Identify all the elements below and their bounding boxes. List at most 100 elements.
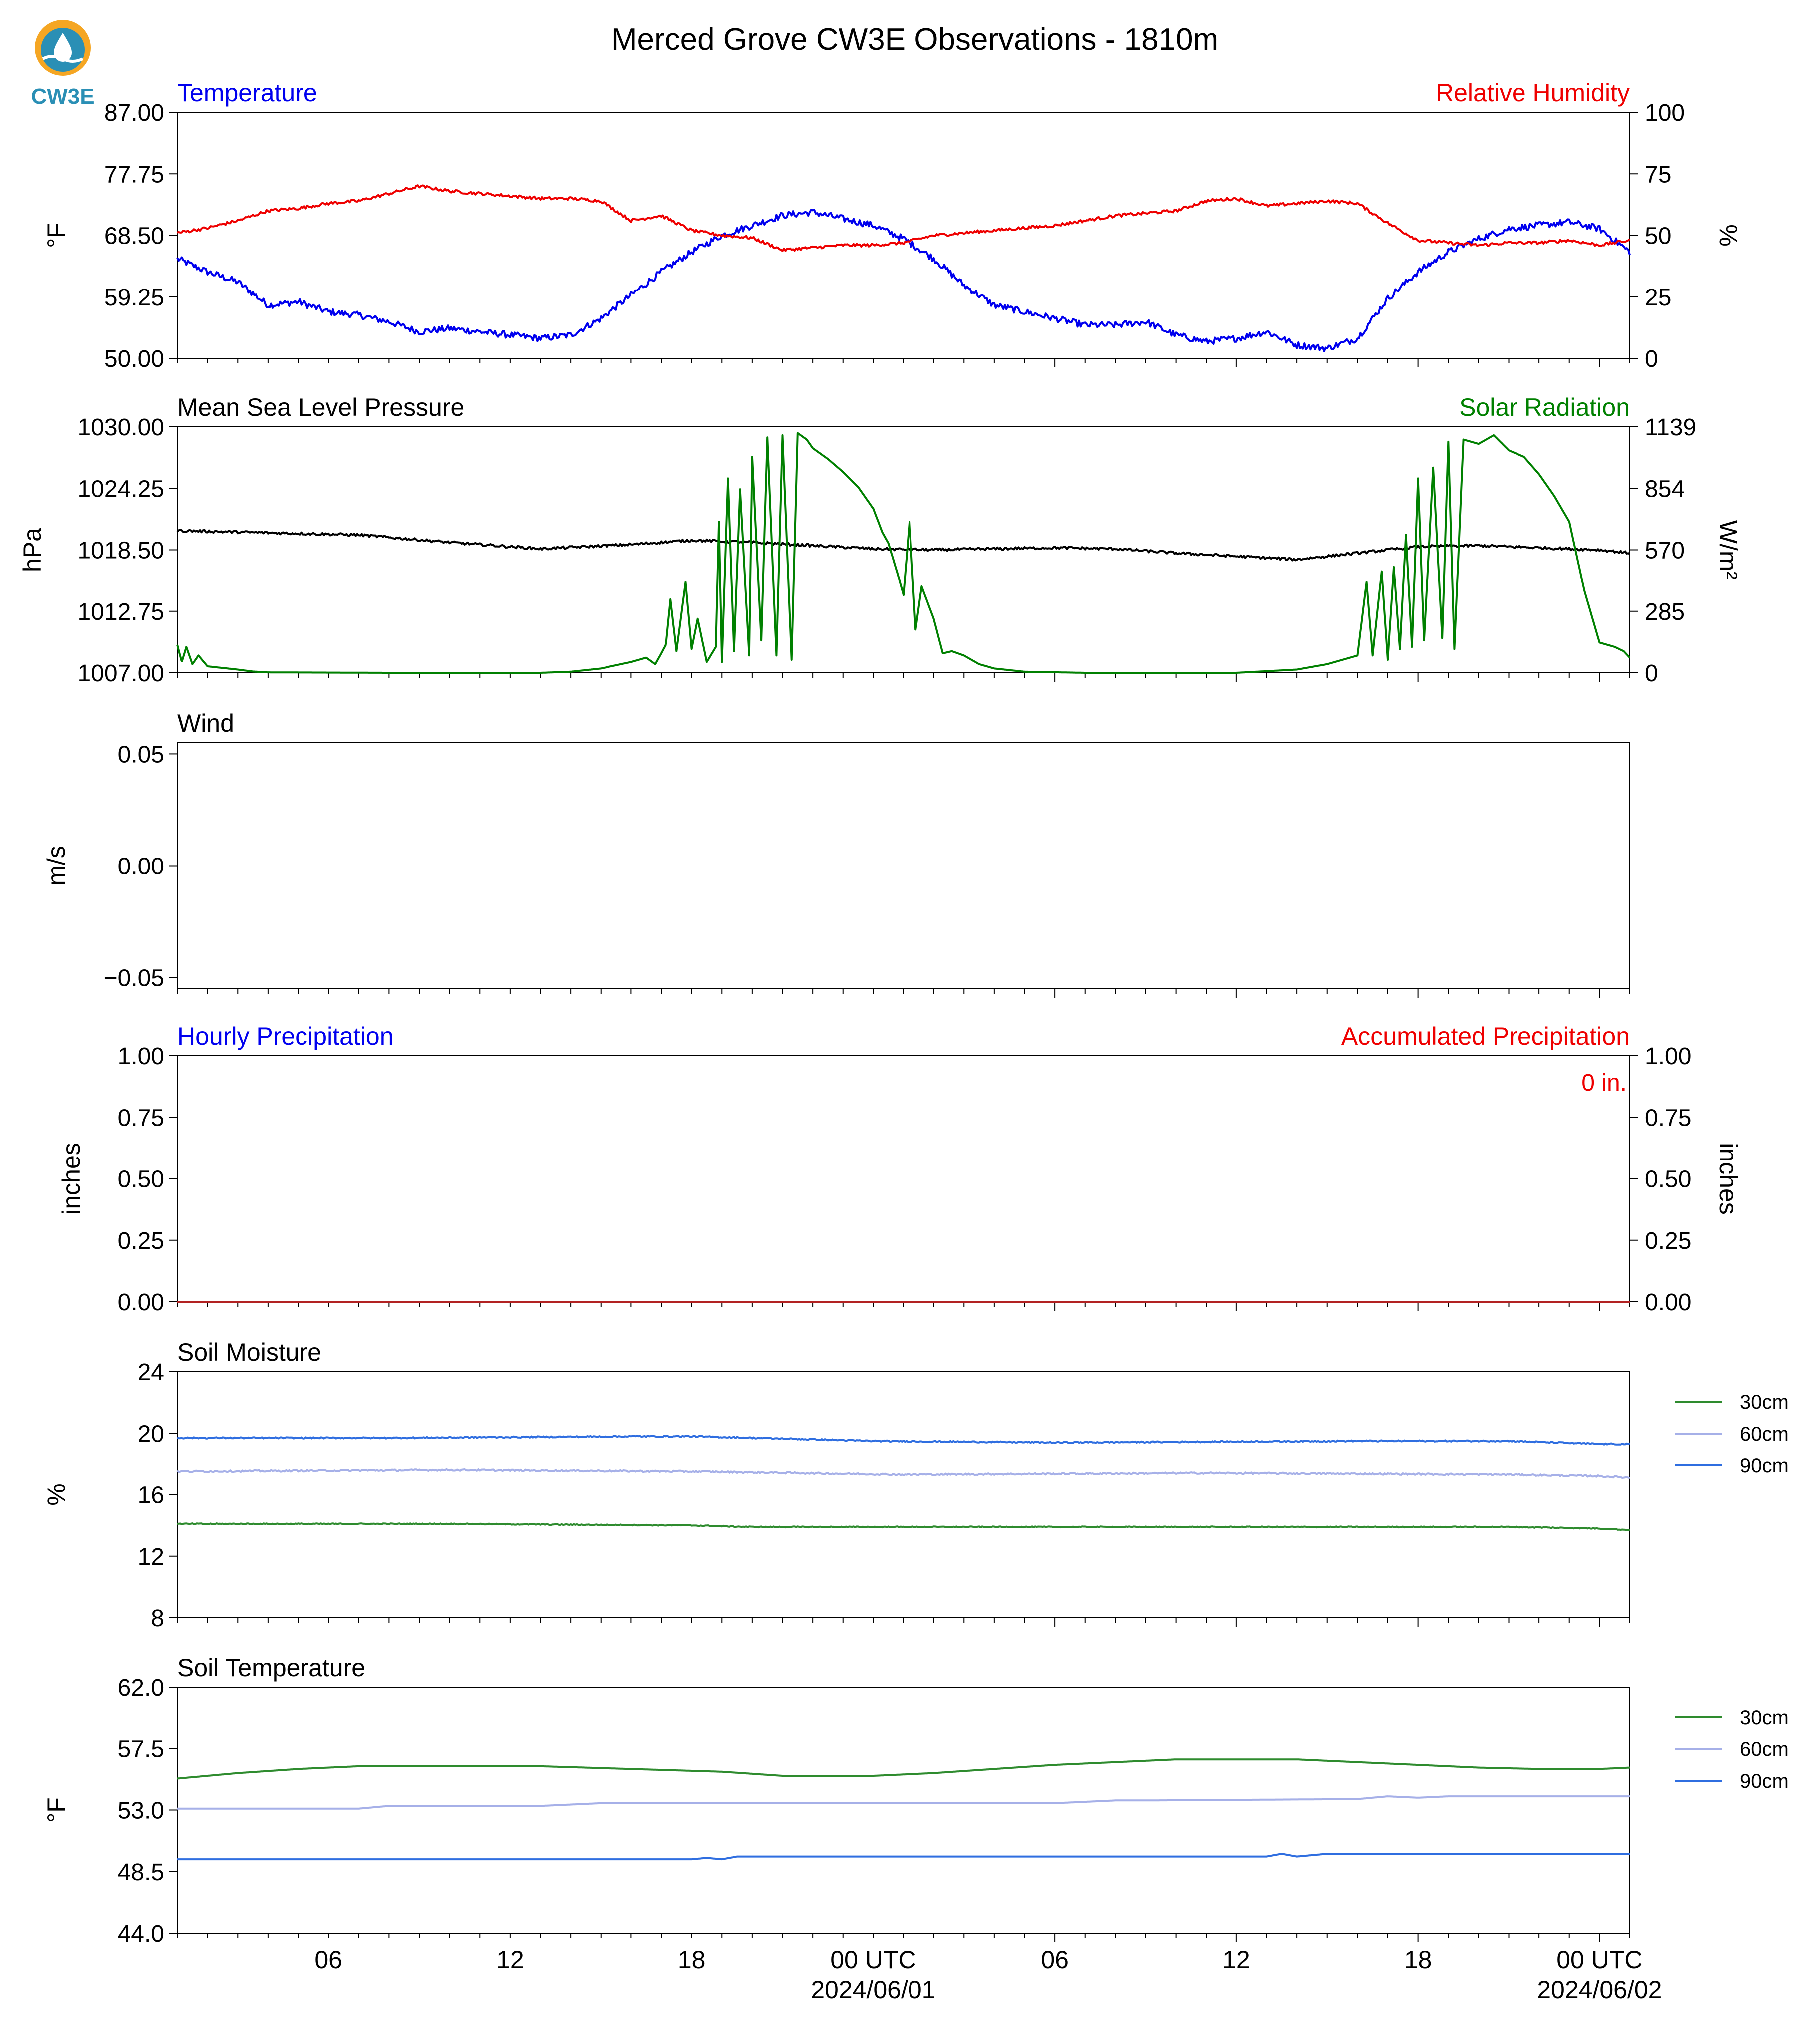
y-tick-label: 50.00	[104, 346, 164, 372]
y2-tick-label: 570	[1645, 538, 1685, 564]
legend-label: 90cm	[1740, 1455, 1789, 1477]
x-tick-label: 18	[678, 1946, 706, 1974]
panel-title-left: Mean Sea Level Pressure	[177, 393, 464, 421]
panel-3: Wind −0.05 0.00 0.05 m/s	[42, 709, 1630, 998]
y-tick-label: 53.0	[118, 1798, 164, 1824]
series-line-2	[176, 1468, 1630, 1479]
panel-title-right: Relative Humidity	[1436, 79, 1630, 107]
plot-frame	[177, 112, 1630, 359]
y2-tick-label: 0.50	[1645, 1166, 1691, 1193]
panel-6: Soil Temperature 44.0 48.5 53.0 57.5 62.0 °F 30…	[42, 1654, 1789, 2004]
plot-frame	[177, 1055, 1630, 1302]
x-tick-label: 18	[1404, 1946, 1432, 1974]
x-tick-label: 12	[1222, 1946, 1250, 1974]
y2-tick-label: 1139	[1645, 414, 1696, 441]
y-tick-label: 20	[138, 1421, 164, 1447]
series-line-3	[177, 1435, 1630, 1446]
panel-title-left: Temperature	[177, 79, 317, 107]
y-tick-label: 1030.00	[77, 414, 164, 441]
logo-drop-icon	[54, 33, 72, 62]
y-tick-label: 62.0	[118, 1675, 164, 1701]
y-tick-label: 57.5	[118, 1736, 164, 1762]
y-tick-label: 16	[138, 1482, 164, 1509]
y-tick-label: 0.00	[118, 854, 164, 880]
x-tick-label: 00 UTC	[1556, 1946, 1642, 1974]
y-tick-label: 24	[138, 1359, 164, 1386]
y2-axis-label: W/m²	[1714, 520, 1742, 579]
y-tick-label: 1007.00	[77, 660, 164, 687]
series-line-2	[176, 432, 1631, 674]
series-line-1	[177, 1758, 1630, 1780]
y2-tick-label: 0.00	[1645, 1289, 1691, 1316]
series-line-2	[177, 184, 1631, 252]
panel-title-left: Soil Moisture	[177, 1338, 321, 1366]
y2-tick-label: 0.25	[1645, 1228, 1691, 1254]
y-tick-label: 1012.75	[77, 599, 164, 625]
cw3e-logo: CW3E	[31, 20, 95, 108]
panel-2: Mean Sea Level Pressure Solar Radiation 10…	[18, 393, 1742, 687]
x-date-label: 2024/06/02	[1537, 1976, 1662, 2004]
series-line-3	[177, 1853, 1630, 1861]
panel-title-right: Accumulated Precipitation	[1341, 1022, 1630, 1050]
x-tick-label: 12	[496, 1946, 524, 1974]
series-line-1	[176, 529, 1631, 562]
y2-tick-label: 100	[1645, 100, 1685, 126]
figure-title: Merced Grove CW3E Observations - 1810m	[611, 22, 1218, 57]
y-tick-label: 77.75	[104, 161, 164, 188]
y-tick-label: 0.00	[118, 1289, 164, 1316]
panel-title-right: Solar Radiation	[1459, 393, 1630, 421]
y-tick-label: 0.75	[118, 1105, 164, 1131]
y2-tick-label: 0	[1645, 660, 1658, 687]
plot-frame	[177, 1371, 1630, 1618]
y-tick-label: −0.05	[104, 965, 164, 992]
y2-tick-label: 25	[1645, 285, 1671, 311]
y-tick-label: 8	[151, 1605, 164, 1632]
y-tick-label: 1024.25	[77, 476, 164, 502]
y-axis-label: hPa	[18, 528, 46, 572]
y-tick-label: 1.00	[118, 1043, 164, 1070]
y-axis-label: inches	[57, 1143, 85, 1215]
y-tick-label: 68.50	[104, 223, 164, 250]
y-tick-label: 12	[138, 1544, 164, 1570]
panel-title-left: Wind	[177, 709, 234, 737]
y2-tick-label: 1.00	[1645, 1043, 1691, 1070]
panel-5: Soil Moisture 8 12 16 20 24% 30cm 60cm 90cm	[42, 1338, 1789, 1632]
chart-panels: Temperature Relative Humidity 50.00 59.25 68…	[18, 79, 1789, 2004]
legend-label: 60cm	[1740, 1423, 1789, 1445]
y2-tick-label: 75	[1645, 161, 1671, 188]
y-tick-label: 44.0	[118, 1921, 164, 1947]
y-axis-label: °F	[42, 223, 70, 248]
series-line-1	[177, 1522, 1630, 1532]
y-tick-label: 59.25	[104, 285, 164, 311]
y-tick-label: 0.05	[118, 741, 164, 768]
legend-label: 60cm	[1740, 1738, 1789, 1760]
panel-1: Temperature Relative Humidity 50.00 59.25 68…	[42, 79, 1742, 372]
panel-4: Hourly Precipitation Accumulated Precipit…	[57, 1022, 1742, 1316]
logo-wave-icon	[42, 55, 84, 63]
y2-axis-label: inches	[1714, 1143, 1742, 1215]
series-line-1	[176, 209, 1631, 352]
logo-text: CW3E	[31, 84, 94, 108]
legend-label: 30cm	[1740, 1707, 1789, 1729]
y2-tick-label: 854	[1645, 476, 1685, 502]
y2-axis-label: %	[1714, 224, 1742, 246]
y-axis-label: m/s	[42, 846, 70, 886]
y2-tick-label: 0	[1645, 346, 1658, 372]
x-tick-label: 06	[1041, 1946, 1069, 1974]
plot-frame	[177, 1687, 1630, 1934]
y-axis-label: %	[42, 1483, 70, 1505]
y-tick-label: 48.5	[118, 1859, 164, 1886]
y2-tick-label: 0.75	[1645, 1105, 1691, 1131]
legend-label: 30cm	[1740, 1391, 1789, 1413]
y2-tick-label: 285	[1645, 599, 1685, 625]
y-tick-label: 0.25	[118, 1228, 164, 1254]
y-tick-label: 1018.50	[77, 538, 164, 564]
y-tick-label: 87.00	[104, 100, 164, 126]
y-tick-label: 0.50	[118, 1166, 164, 1193]
panel-title-left: Soil Temperature	[177, 1654, 365, 1682]
x-tick-label: 00 UTC	[830, 1946, 916, 1974]
y-axis-label: °F	[42, 1797, 70, 1823]
x-tick-label: 06	[314, 1946, 342, 1974]
series-line-2	[177, 1795, 1630, 1810]
x-date-label: 2024/06/01	[811, 1976, 935, 2004]
